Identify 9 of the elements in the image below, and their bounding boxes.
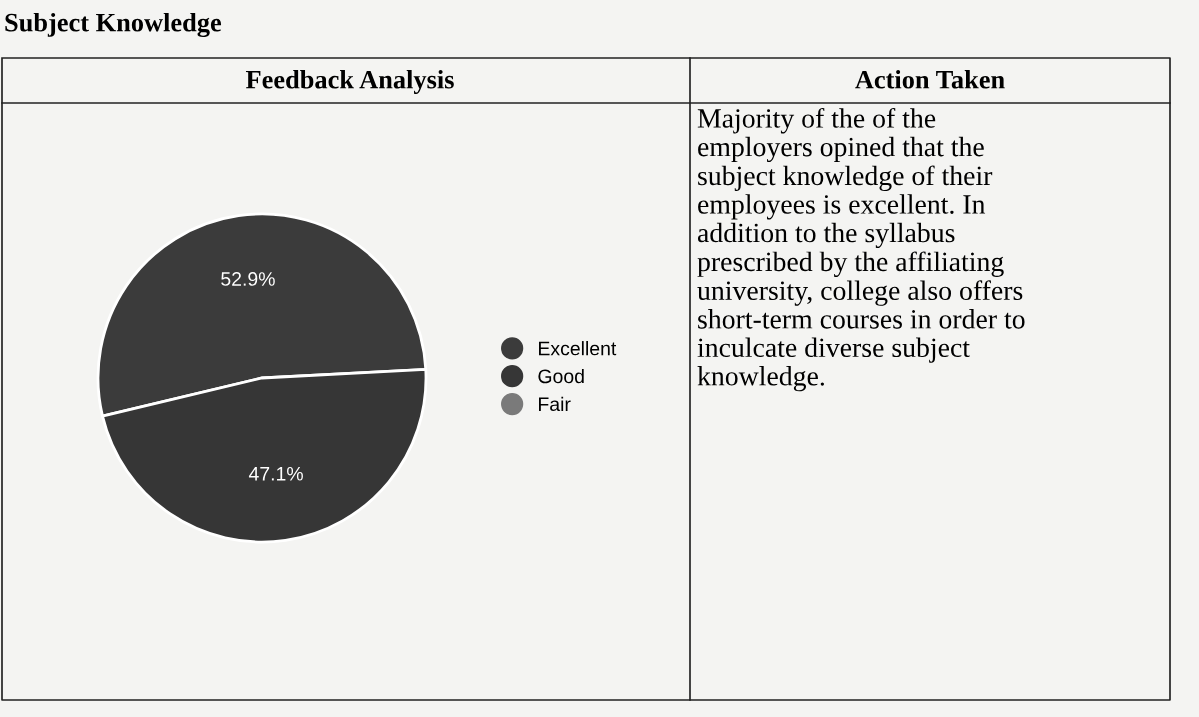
- text: Majority of the of the employers opined that the subject knowledge of their employees is excellent. In addition to the syllabus prescribed by the affiliating university, college also offers short-term courses in order to inculcate diverse subject knowledge.: [697, 108, 1025, 392]
- data-label: 47.1%: [248, 466, 303, 481]
- legend-label: Good: [538, 368, 584, 384]
- data-label: 52.9%: [221, 272, 275, 286]
- chart-subtitle: Feedback Analysis: [245, 70, 454, 94]
- text: Action Taken: [855, 70, 1005, 89]
- legend-label: Fair: [539, 396, 571, 412]
- chart-title: Subject Knowledge: [5, 12, 222, 38]
- legend-label: Excellent: [539, 341, 617, 356]
